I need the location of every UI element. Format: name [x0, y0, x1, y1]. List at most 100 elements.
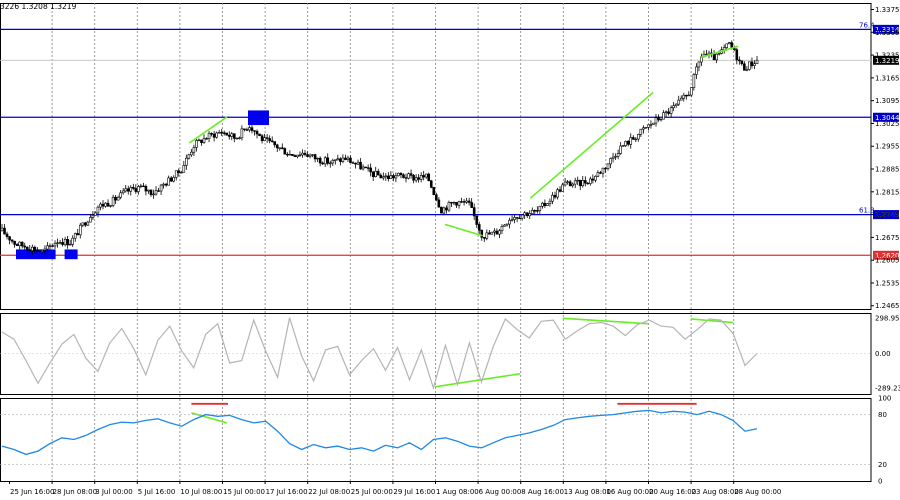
- x-tick-label-10: 1 Aug 08:00: [436, 488, 479, 496]
- candle-body-207: [523, 212, 526, 216]
- x-tick-label-11: 6 Aug 00:00: [479, 488, 522, 496]
- candle-body-291: [735, 49, 739, 61]
- candle-body-274: [692, 74, 696, 88]
- candle-body-33: [84, 222, 87, 226]
- candle-body-169: [427, 173, 431, 182]
- level-tag-0: [873, 24, 899, 34]
- candle-body-241: [609, 158, 612, 165]
- candle-body-70: [177, 170, 181, 174]
- candle-body-133: [336, 158, 340, 161]
- candle-body-116: [293, 155, 297, 158]
- candle-body-57: [144, 186, 148, 192]
- candle-body-288: [727, 42, 731, 45]
- fib-label-0: 76.4: [859, 21, 875, 29]
- candle-body-49: [124, 188, 128, 192]
- candle-body-45: [114, 196, 117, 201]
- candle-body-132: [334, 159, 337, 161]
- candle-body-263: [664, 111, 668, 113]
- current-price-label: 1.3219: [875, 57, 900, 65]
- candle-body-189: [477, 224, 481, 231]
- level-tag-label-2: 1.2745: [875, 211, 900, 219]
- candle-body-187: [472, 207, 476, 217]
- candle-body-148: [374, 171, 378, 177]
- candle-body-59: [149, 189, 153, 195]
- candle-body-175: [442, 207, 446, 214]
- candle-body-289: [730, 42, 734, 48]
- candle-body-21: [53, 243, 57, 247]
- candle-body-26: [66, 239, 69, 246]
- x-tick-label-12: 8 Aug 16:00: [521, 488, 564, 496]
- candle-body-35: [89, 217, 92, 223]
- candle-body-208: [525, 212, 529, 217]
- candle-body-121: [306, 154, 309, 157]
- candle-body-105: [265, 137, 269, 139]
- candle-body-201: [508, 219, 511, 225]
- oscillator-series: [0, 317, 871, 465]
- candle-body-243: [614, 156, 617, 158]
- candle-body-52: [132, 187, 135, 189]
- candle-body-0: [0, 227, 4, 232]
- candle-body-34: [86, 221, 90, 226]
- candle-body-4: [10, 239, 14, 242]
- candle-body-190: [480, 229, 484, 238]
- candle-body-99: [250, 127, 254, 131]
- candle-body-143: [361, 166, 365, 170]
- rsi-tick-label-2: 20: [878, 461, 887, 469]
- candle-body-254: [642, 127, 645, 130]
- candle-body-18: [46, 245, 49, 250]
- candle-body-158: [399, 172, 403, 176]
- candle-body-211: [533, 210, 537, 212]
- candle-body-38: [96, 206, 100, 214]
- candle-body-39: [99, 203, 102, 208]
- price-axes: 1.3375 1.3305 1.3235 1.3165 1.3095 1.3025 1.29…: [871, 6, 900, 486]
- candle-body-24: [61, 242, 64, 245]
- candle-body-111: [280, 147, 284, 149]
- candle-body-117: [296, 154, 299, 158]
- candle-body-43: [109, 205, 112, 207]
- candle-body-210: [530, 210, 534, 214]
- candle-body-75: [190, 151, 193, 156]
- candle-body-119: [301, 152, 304, 156]
- candle-body-299: [755, 59, 759, 65]
- price-tick-label-11: 1.2605: [875, 257, 900, 265]
- candle-body-68: [172, 177, 176, 182]
- candle-body-85: [215, 132, 218, 138]
- candle-body-177: [447, 201, 451, 211]
- candle-body-93: [235, 137, 239, 140]
- candle-body-40: [101, 203, 105, 207]
- chart-header: 3226 1.3208 1.3219: [0, 2, 77, 11]
- candle-body-54: [137, 186, 140, 192]
- candle-body-47: [119, 192, 122, 198]
- candle-body-194: [490, 231, 494, 235]
- candle-body-292: [738, 59, 741, 62]
- candle-body-142: [359, 161, 362, 170]
- candle-body-5: [13, 240, 16, 245]
- cci-divergence-1: [562, 317, 649, 325]
- x-tick-label-17: 28 Aug 00:00: [734, 488, 781, 496]
- candle-body-86: [217, 132, 221, 134]
- candle-body-101: [255, 130, 259, 135]
- candle-body-275: [695, 66, 698, 75]
- candle-body-233: [589, 178, 592, 184]
- candle-body-249: [629, 137, 633, 145]
- candle-body-295: [745, 69, 749, 71]
- candle-body-216: [546, 203, 549, 207]
- candle-body-96: [243, 128, 246, 130]
- x-tick-label-13: 13 Aug 08:00: [564, 488, 611, 496]
- candle-body-80: [202, 138, 206, 144]
- price-tick-label-2: 1.3235: [875, 52, 900, 60]
- candle-body-125: [316, 157, 319, 160]
- candle-body-276: [697, 61, 701, 68]
- cci-line: [1, 317, 758, 391]
- current-price-tag: [873, 55, 899, 65]
- candle-body-269: [679, 97, 683, 101]
- price-tick-label-7: 1.2885: [875, 166, 900, 174]
- candle-body-204: [515, 217, 519, 219]
- candle-body-186: [470, 202, 473, 208]
- candle-body-256: [647, 124, 650, 128]
- candle-body-170: [429, 180, 433, 188]
- candle-body-213: [538, 205, 542, 212]
- candle-body-176: [445, 207, 448, 211]
